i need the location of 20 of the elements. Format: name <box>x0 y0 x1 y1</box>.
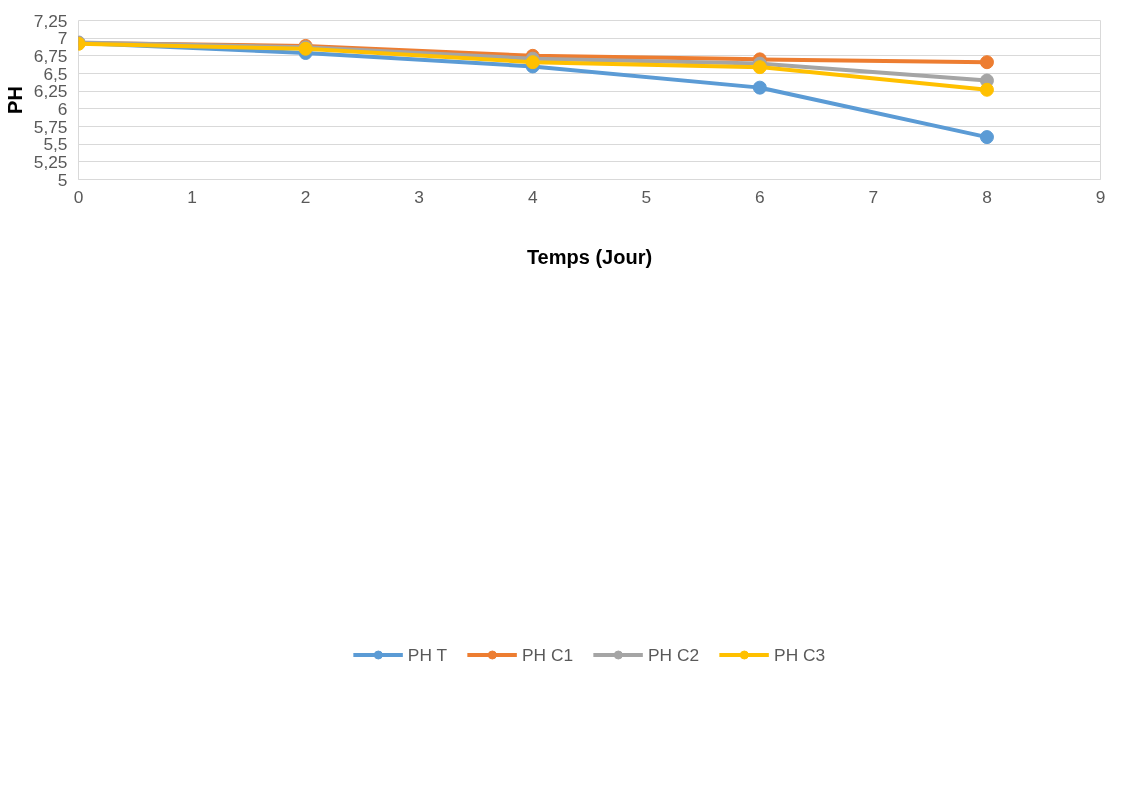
y-axis-title: PH <box>3 86 26 114</box>
x-tick-label: 9 <box>1095 186 1106 207</box>
x-tick-label: 6 <box>755 186 765 207</box>
y-tick-label: 6,5 <box>43 63 68 84</box>
legend-label: PH T <box>407 644 448 666</box>
x-axis-title: Temps (Jour) <box>526 245 653 268</box>
y-tick-label: 5 <box>57 169 68 190</box>
x-tick-label: 2 <box>300 186 311 207</box>
x-tick-label: 0 <box>73 186 84 207</box>
x-tick-label: 1 <box>187 186 197 207</box>
x-tick-label: 5 <box>641 186 652 207</box>
y-tick-label: 5,75 <box>33 116 68 137</box>
x-tick-label: 4 <box>527 186 538 207</box>
x-tick-label: 8 <box>982 186 992 207</box>
x-tick-label: 3 <box>414 186 424 207</box>
legend-label: PH C1 <box>522 644 574 666</box>
legend-label: PH C2 <box>648 644 700 666</box>
y-tick-label: 7,25 <box>33 10 68 31</box>
legend-label: PH C3 <box>774 644 826 666</box>
x-tick-label: 7 <box>868 186 879 207</box>
